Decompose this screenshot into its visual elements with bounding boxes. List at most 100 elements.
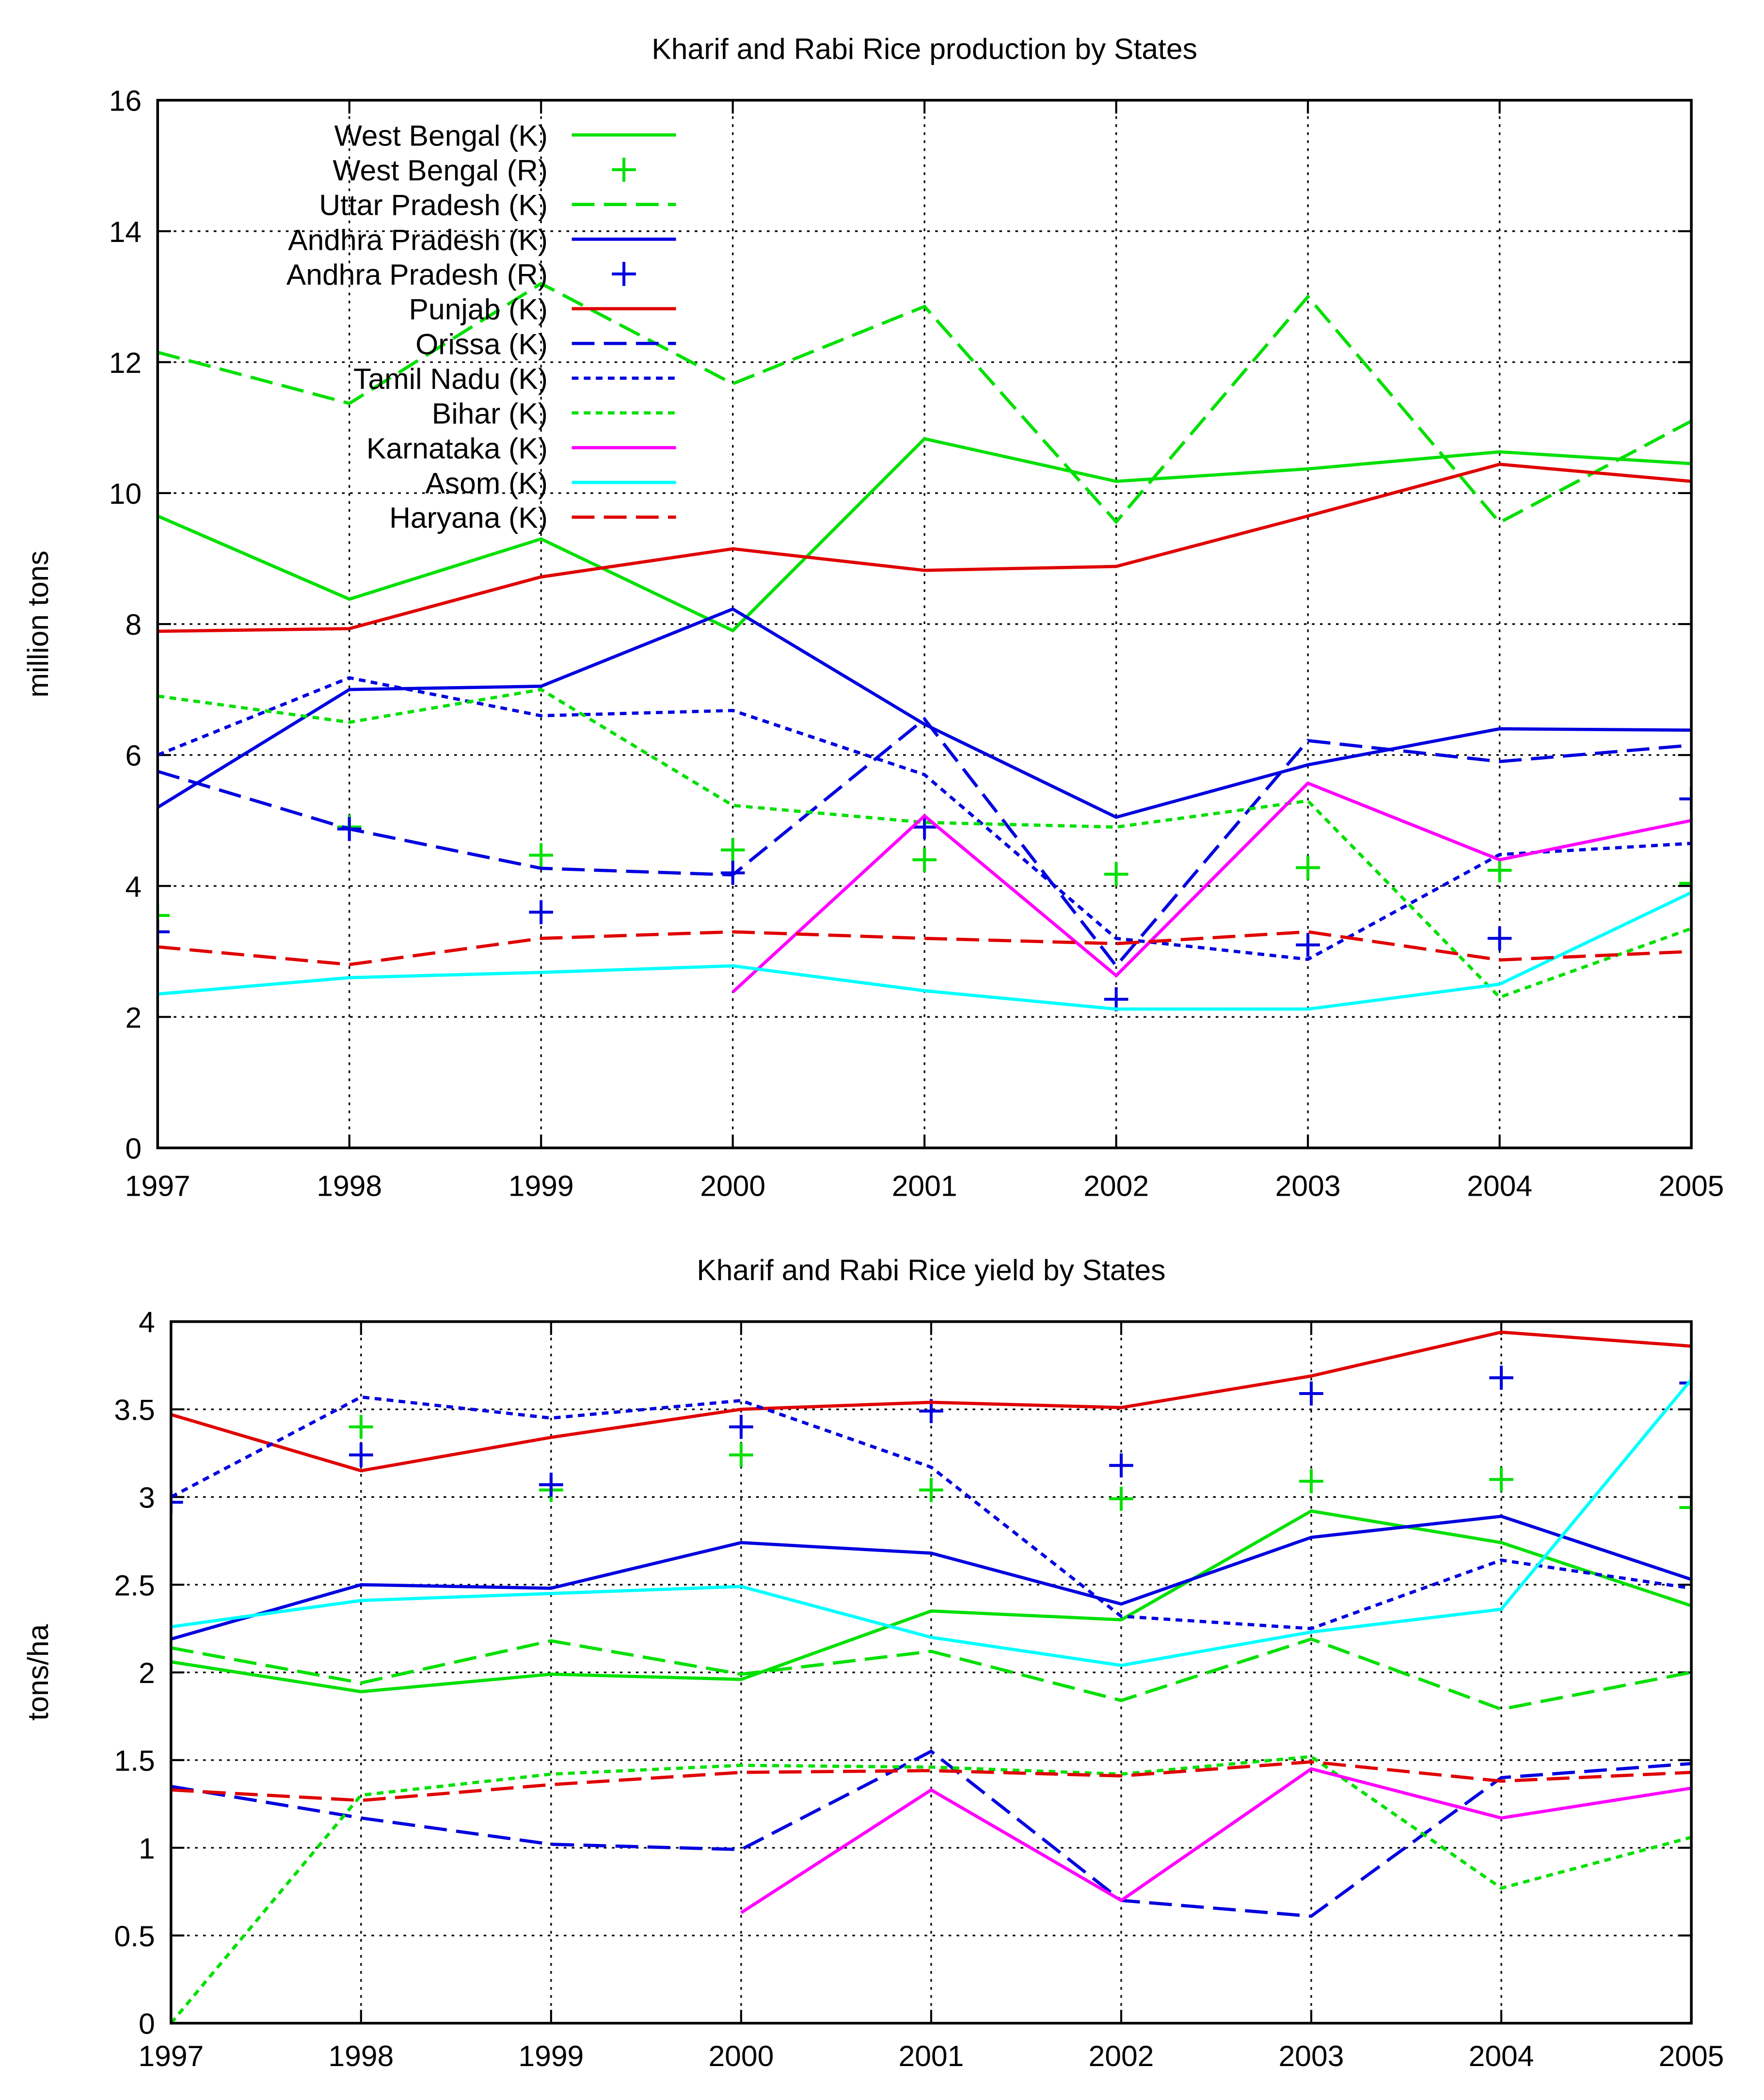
- data-point: [171, 1490, 183, 1515]
- plot-frame: [156, 98, 1693, 1150]
- series-line: [158, 717, 1692, 969]
- data-point: [1109, 1487, 1133, 1511]
- series-line: [158, 930, 1692, 966]
- y-tick-label: 6: [125, 739, 142, 772]
- series-4: [171, 1514, 1692, 1641]
- series-line: [171, 1637, 1692, 1711]
- data-point: [1109, 1453, 1133, 1478]
- data-point: [1296, 932, 1320, 957]
- series-line: [158, 463, 1692, 633]
- series-8: [171, 1395, 1692, 1631]
- series-9: [171, 1755, 1692, 2023]
- x-tick-label: 1999: [518, 2039, 584, 2072]
- legend: West Bengal (K)West Bengal (R)Uttar Prad…: [286, 119, 676, 534]
- data-point: [729, 1414, 753, 1439]
- series-8: [158, 676, 1692, 961]
- x-tick-label: 2000: [708, 2039, 774, 2072]
- series-6: [171, 1331, 1692, 1473]
- legend-label: Bihar (K): [432, 397, 548, 430]
- legend-item: Tamil Nadu (K): [353, 362, 676, 395]
- series-line: [158, 281, 1692, 525]
- legend-label: West Bengal (K): [334, 119, 548, 152]
- data-point: [529, 900, 553, 925]
- series-line: [740, 1767, 1692, 1914]
- y-tick-label: 2.5: [114, 1569, 155, 1602]
- series-10: [731, 781, 1692, 994]
- y-tick-label: 1: [139, 1832, 155, 1865]
- y-tick-label: 0: [125, 1132, 142, 1165]
- series-3: [171, 1637, 1692, 1711]
- data-point: [1679, 871, 1692, 896]
- series-2: [349, 1414, 1692, 1520]
- legend-label: Andhra Pradesh (K): [288, 223, 548, 256]
- y-tick-label: 3.5: [114, 1394, 155, 1427]
- series-line: [171, 1514, 1692, 1641]
- y-tick-label: 2: [139, 1656, 155, 1689]
- data-point: [1296, 855, 1320, 880]
- legend-item: Uttar Pradesh (K): [319, 189, 676, 222]
- x-tick-label: 2004: [1467, 1170, 1532, 1202]
- data-point: [919, 1478, 943, 1502]
- legend-label: Asom (K): [425, 466, 548, 499]
- y-tick-label: 4: [139, 1306, 155, 1339]
- series-1: [171, 1509, 1692, 1694]
- series-4: [158, 607, 1692, 819]
- y-tick-label: 0.5: [114, 1920, 155, 1953]
- series-10: [740, 1767, 1692, 1914]
- x-tick-label: 1998: [328, 2039, 394, 2072]
- data-point: [158, 919, 170, 944]
- chart-title: Kharif and Rabi Rice production by State…: [652, 32, 1197, 65]
- y-tick-label: 1.5: [114, 1744, 155, 1777]
- legend-item: West Bengal (R): [333, 154, 636, 187]
- chart-title: Kharif and Rabi Rice yield by States: [697, 1253, 1165, 1286]
- legend-item: Punjab (K): [409, 293, 676, 326]
- x-tick-label: 2000: [700, 1170, 765, 1202]
- x-tick-label: 2003: [1279, 2039, 1344, 2072]
- legend-item: Andhra Pradesh (K): [288, 223, 676, 256]
- y-tick-label: 4: [125, 870, 142, 903]
- data-point: [729, 1443, 753, 1467]
- y-tick-label: 14: [109, 215, 142, 248]
- y-tick-label: 0: [139, 2007, 155, 2040]
- data-point: [1487, 858, 1512, 882]
- series-line: [158, 688, 1692, 999]
- x-tick-label: 1997: [138, 2039, 204, 2072]
- y-tick-label: 12: [109, 346, 142, 379]
- x-tick-label: 2001: [892, 1170, 957, 1202]
- legend-item: Karnataka (K): [366, 432, 676, 465]
- data-point: [349, 1443, 373, 1467]
- data-point: [539, 1473, 563, 1497]
- series-11: [171, 1378, 1692, 1667]
- data-point: [1104, 862, 1128, 886]
- y-tick-label: 3: [139, 1481, 155, 1514]
- legend-label: Punjab (K): [409, 293, 548, 326]
- data-point: [912, 848, 937, 872]
- legend-label: Haryana (K): [389, 501, 548, 534]
- data-point: [720, 838, 745, 862]
- plot-frame: [170, 1320, 1693, 2025]
- series-line: [171, 1749, 1692, 1918]
- legend-label: Uttar Pradesh (K): [319, 189, 548, 222]
- series-7: [171, 1749, 1692, 1918]
- x-tick-label: 2005: [1659, 2039, 1724, 2072]
- series-12: [158, 930, 1692, 966]
- series-6: [158, 463, 1692, 633]
- series-line: [171, 1378, 1692, 1667]
- y-tick-label: 10: [109, 477, 142, 510]
- series-line: [171, 1509, 1692, 1694]
- x-tick-label: 2002: [1083, 1170, 1149, 1202]
- series-line: [158, 607, 1692, 819]
- legend-item: Orissa (K): [415, 327, 676, 360]
- plot-area: [171, 1331, 1692, 2023]
- data-point: [912, 815, 937, 839]
- chart-2: Kharif and Rabi Rice yield by States tons…: [21, 1253, 1724, 2072]
- legend-label: West Bengal (R): [333, 154, 548, 187]
- legend-label: Orissa (K): [415, 327, 548, 360]
- data-point: [349, 1414, 373, 1439]
- series-1: [158, 437, 1692, 633]
- legend-item: Asom (K): [425, 466, 676, 499]
- x-tick-label: 2003: [1275, 1170, 1341, 1202]
- data-point: [1489, 1467, 1513, 1492]
- data-point: [1104, 987, 1128, 1011]
